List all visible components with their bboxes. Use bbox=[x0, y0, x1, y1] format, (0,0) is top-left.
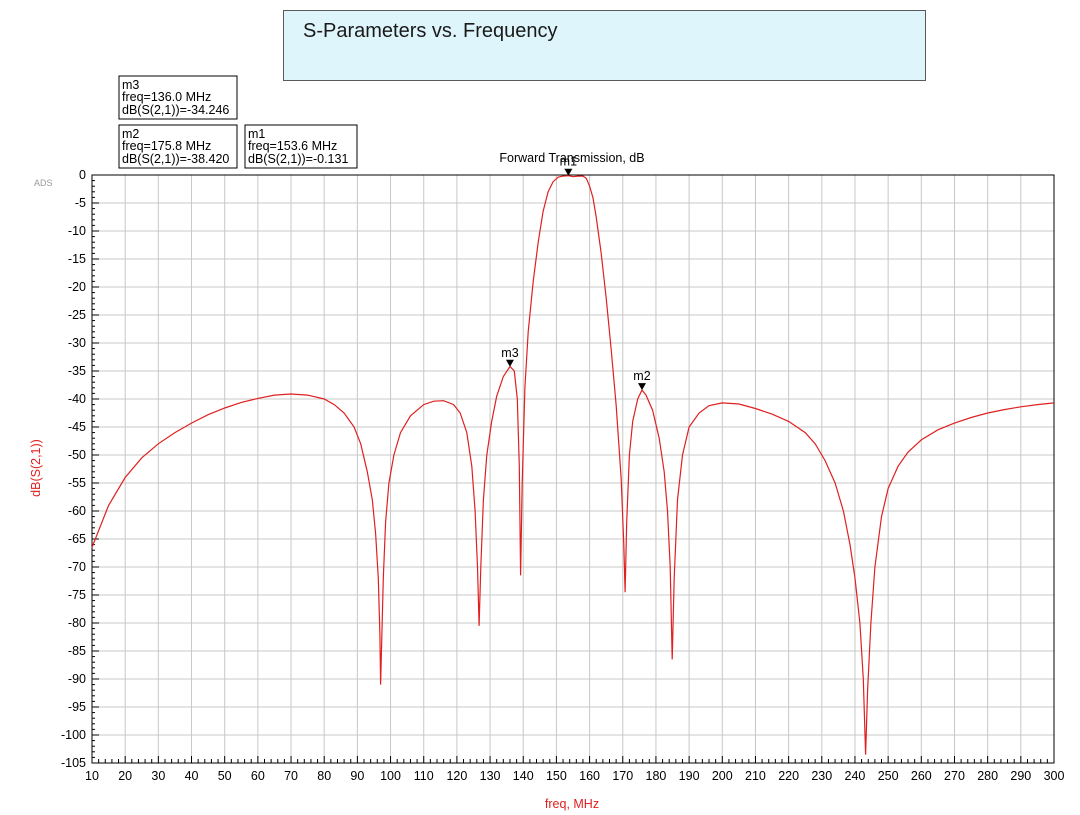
y-tick-label: -25 bbox=[68, 308, 86, 322]
x-tick-label: 40 bbox=[185, 769, 199, 783]
marker-triangle-m1 bbox=[564, 168, 573, 176]
y-tick-label: -40 bbox=[68, 392, 86, 406]
y-tick-label: -50 bbox=[68, 448, 86, 462]
series-line bbox=[91, 175, 1055, 755]
marker-box-m2-id: m2 bbox=[122, 127, 139, 141]
marker-triangle-m2 bbox=[637, 383, 646, 391]
x-tick-label: 10 bbox=[85, 769, 99, 783]
x-tick-label: 120 bbox=[446, 769, 467, 783]
y-tick-label: -35 bbox=[68, 364, 86, 378]
x-tick-label: 220 bbox=[778, 769, 799, 783]
marker-triangle-m3 bbox=[505, 359, 514, 367]
y-tick-label: -105 bbox=[61, 756, 86, 770]
x-tick-label: 200 bbox=[712, 769, 733, 783]
y-tick-label: -30 bbox=[68, 336, 86, 350]
y-tick-label: -65 bbox=[68, 532, 86, 546]
x-tick-label: 160 bbox=[579, 769, 600, 783]
minor-ticks bbox=[91, 174, 1055, 764]
marker-box-m1-freq: freq=153.6 MHz bbox=[248, 139, 337, 153]
marker-box-m3-value: dB(S(2,1))=-34.246 bbox=[122, 103, 229, 117]
marker-box-m1-id: m1 bbox=[248, 127, 265, 141]
marker-label-m1: m1 bbox=[560, 155, 577, 169]
marker-label-m2: m2 bbox=[633, 369, 650, 383]
marker-label-m3: m3 bbox=[501, 346, 518, 360]
x-tick-label: 180 bbox=[646, 769, 667, 783]
x-tick-label: 140 bbox=[513, 769, 534, 783]
y-tick-label: -100 bbox=[61, 728, 86, 742]
marker-box-m2-value: dB(S(2,1))=-38.420 bbox=[122, 152, 229, 166]
page-title: S-Parameters vs. Frequency bbox=[303, 20, 558, 42]
marker-box-m2: m2 freq=175.8 MHz dB(S(2,1))=-38.420 bbox=[118, 124, 238, 169]
y-tick-label: -15 bbox=[68, 252, 86, 266]
x-tick-label: 100 bbox=[380, 769, 401, 783]
marker-box-m3-freq: freq=136.0 MHz bbox=[122, 90, 211, 104]
x-tick-label: 90 bbox=[350, 769, 364, 783]
y-tick-labels: 0 -5 -10 -15 -20 -25 -30 -35 -40 -45 -50 -55 -60 -65 -… bbox=[61, 168, 86, 770]
x-tick-label: 30 bbox=[151, 769, 165, 783]
x-tick-label: 70 bbox=[284, 769, 298, 783]
y-tick-label: -70 bbox=[68, 560, 86, 574]
x-axis-label: freq, MHz bbox=[545, 797, 599, 811]
plot-frame bbox=[91, 174, 1055, 764]
x-tick-label: 20 bbox=[118, 769, 132, 783]
x-tick-label: 260 bbox=[911, 769, 932, 783]
title-box: S-Parameters vs. Frequency bbox=[283, 10, 926, 81]
marker-box-m1-value: dB(S(2,1))=-0.131 bbox=[248, 152, 348, 166]
y-tick-label: -20 bbox=[68, 280, 86, 294]
x-tick-label: 110 bbox=[414, 769, 434, 783]
y-tick-label: -80 bbox=[68, 616, 86, 630]
x-tick-label: 280 bbox=[977, 769, 998, 783]
x-tick-label: 80 bbox=[317, 769, 331, 783]
y-tick-label: -5 bbox=[75, 196, 86, 210]
x-tick-label: 50 bbox=[218, 769, 232, 783]
chart-title: Forward Transmission, dB bbox=[499, 151, 644, 165]
x-tick-label: 170 bbox=[612, 769, 633, 783]
y-tick-label: -75 bbox=[68, 588, 86, 602]
y-tick-label: -45 bbox=[68, 420, 86, 434]
y-tick-label: -90 bbox=[68, 672, 86, 686]
x-tick-label: 250 bbox=[878, 769, 899, 783]
marker-box-m2-freq: freq=175.8 MHz bbox=[122, 139, 211, 153]
ads-watermark: ADS bbox=[34, 178, 53, 188]
x-tick-label: 300 bbox=[1044, 769, 1065, 783]
x-tick-label: 230 bbox=[811, 769, 832, 783]
grid bbox=[91, 174, 1055, 764]
y-tick-label: -60 bbox=[68, 504, 86, 518]
x-tick-label: 270 bbox=[944, 769, 965, 783]
x-tick-label: 290 bbox=[1010, 769, 1031, 783]
marker-box-m1: m1 freq=153.6 MHz dB(S(2,1))=-0.131 bbox=[244, 124, 358, 169]
y-tick-label: -85 bbox=[68, 644, 86, 658]
marker-box-m3: m3 freq=136.0 MHz dB(S(2,1))=-34.246 bbox=[118, 75, 238, 120]
y-tick-label: 0 bbox=[79, 168, 86, 182]
x-tick-label: 130 bbox=[480, 769, 501, 783]
x-tick-labels: 10 20 30 40 50 60 70 80 90 100 110 120 130 140 150 160 1… bbox=[85, 769, 1064, 783]
y-tick-label: -55 bbox=[68, 476, 86, 490]
y-tick-label: -10 bbox=[68, 224, 86, 238]
x-tick-label: 60 bbox=[251, 769, 265, 783]
x-tick-label: 210 bbox=[745, 769, 766, 783]
x-tick-label: 240 bbox=[845, 769, 866, 783]
x-tick-label: 150 bbox=[546, 769, 567, 783]
marker-glyphs: m1 m2 m3 bbox=[501, 155, 651, 391]
y-tick-label: -95 bbox=[68, 700, 86, 714]
y-axis-label: dB(S(2,1)) bbox=[29, 439, 43, 497]
marker-box-m3-id: m3 bbox=[122, 78, 139, 92]
x-tick-label: 190 bbox=[679, 769, 700, 783]
